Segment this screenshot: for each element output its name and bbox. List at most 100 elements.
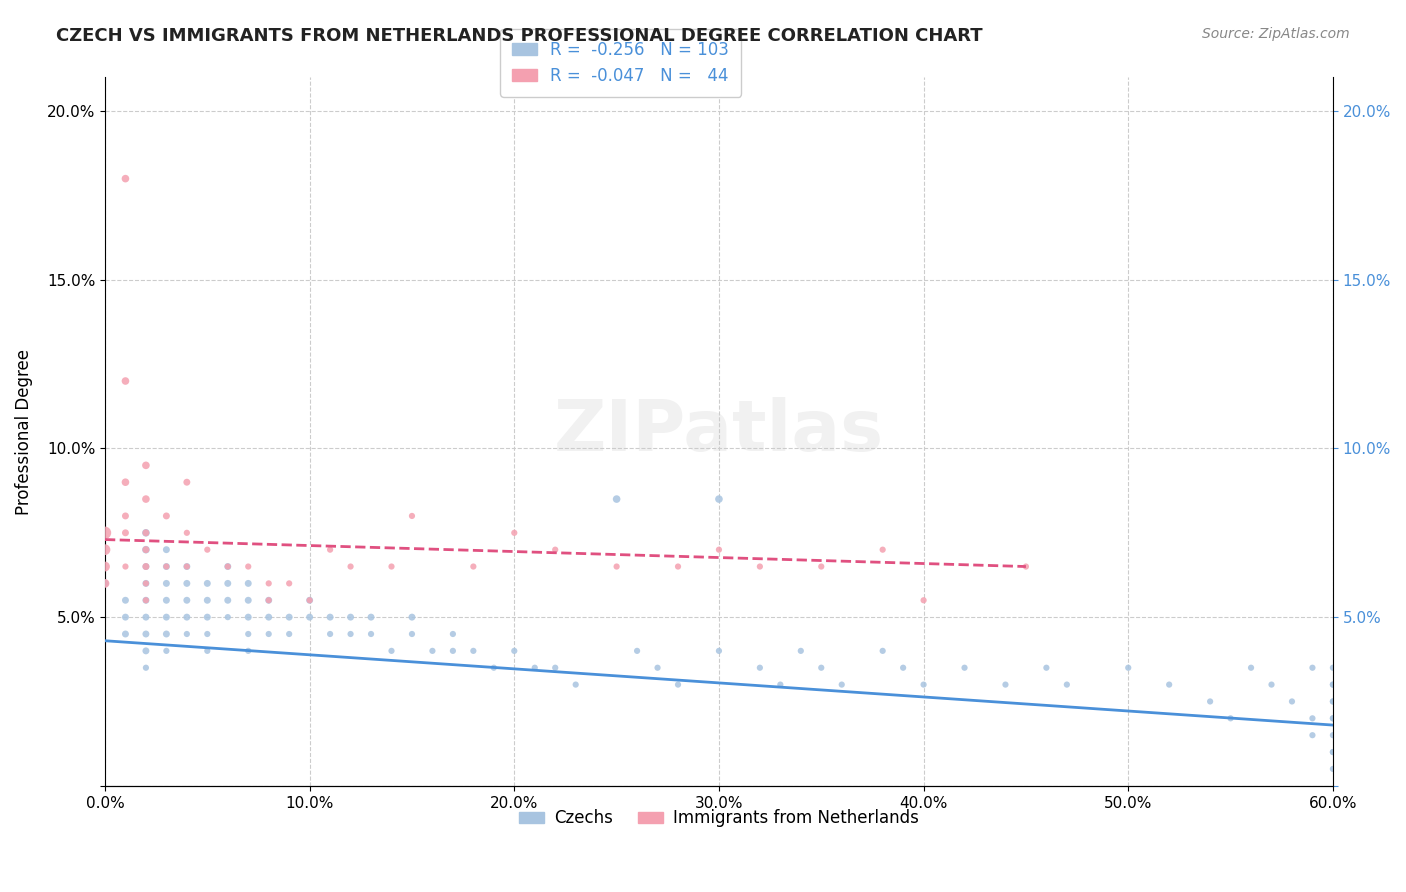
Point xyxy=(195,593,218,607)
Point xyxy=(1035,661,1057,675)
Point xyxy=(463,559,485,574)
Point xyxy=(1301,728,1323,742)
Point xyxy=(1322,711,1344,725)
Point xyxy=(319,627,342,641)
Point xyxy=(422,644,444,658)
Point xyxy=(114,374,136,388)
Point xyxy=(94,542,117,557)
Point xyxy=(195,576,218,591)
Point xyxy=(135,593,157,607)
Legend: Czechs, Immigrants from Netherlands: Czechs, Immigrants from Netherlands xyxy=(512,803,925,834)
Point xyxy=(339,610,361,624)
Point xyxy=(872,542,894,557)
Text: Source: ZipAtlas.com: Source: ZipAtlas.com xyxy=(1202,27,1350,41)
Point xyxy=(748,559,770,574)
Point xyxy=(1260,677,1282,691)
Point xyxy=(319,610,342,624)
Point xyxy=(135,542,157,557)
Point xyxy=(195,627,218,641)
Point xyxy=(135,559,157,574)
Point xyxy=(114,508,136,523)
Point xyxy=(155,627,177,641)
Point xyxy=(748,661,770,675)
Point xyxy=(298,610,321,624)
Point xyxy=(1322,677,1344,691)
Text: CZECH VS IMMIGRANTS FROM NETHERLANDS PROFESSIONAL DEGREE CORRELATION CHART: CZECH VS IMMIGRANTS FROM NETHERLANDS PRO… xyxy=(56,27,983,45)
Point xyxy=(912,593,935,607)
Point xyxy=(482,661,505,675)
Point xyxy=(1240,661,1263,675)
Point xyxy=(278,627,301,641)
Point xyxy=(238,644,260,658)
Point xyxy=(155,559,177,574)
Point xyxy=(339,559,361,574)
Point xyxy=(114,610,136,624)
Point xyxy=(176,559,198,574)
Point xyxy=(217,559,239,574)
Point xyxy=(523,661,546,675)
Point xyxy=(176,610,198,624)
Point xyxy=(114,559,136,574)
Point xyxy=(217,593,239,607)
Point xyxy=(1159,677,1181,691)
Point xyxy=(380,559,402,574)
Point xyxy=(238,627,260,641)
Point xyxy=(278,610,301,624)
Point xyxy=(1322,728,1344,742)
Point xyxy=(135,661,157,675)
Point xyxy=(1322,711,1344,725)
Point xyxy=(135,644,157,658)
Point xyxy=(195,542,218,557)
Point xyxy=(1322,745,1344,759)
Point xyxy=(257,576,280,591)
Point xyxy=(666,677,689,691)
Point xyxy=(94,559,117,574)
Point xyxy=(176,475,198,490)
Point xyxy=(135,458,157,473)
Point xyxy=(94,576,117,591)
Point xyxy=(135,610,157,624)
Point xyxy=(769,677,792,691)
Text: ZIPatlas: ZIPatlas xyxy=(554,397,884,467)
Point xyxy=(135,492,157,507)
Point xyxy=(135,559,157,574)
Point xyxy=(195,644,218,658)
Point xyxy=(441,644,464,658)
Point xyxy=(360,610,382,624)
Point xyxy=(1322,694,1344,708)
Point xyxy=(135,542,157,557)
Point xyxy=(1056,677,1078,691)
Point xyxy=(1219,711,1241,725)
Point xyxy=(155,576,177,591)
Point xyxy=(503,525,526,540)
Point xyxy=(217,576,239,591)
Point xyxy=(238,610,260,624)
Point xyxy=(94,525,117,540)
Point xyxy=(257,610,280,624)
Point xyxy=(441,627,464,641)
Point xyxy=(135,593,157,607)
Point xyxy=(339,627,361,641)
Point xyxy=(564,677,586,691)
Point xyxy=(891,661,914,675)
Point xyxy=(606,492,628,507)
Point xyxy=(1322,694,1344,708)
Point xyxy=(1301,711,1323,725)
Point xyxy=(135,576,157,591)
Point xyxy=(626,644,648,658)
Point xyxy=(195,610,218,624)
Point xyxy=(257,593,280,607)
Point xyxy=(319,542,342,557)
Point xyxy=(135,627,157,641)
Point xyxy=(298,593,321,607)
Point xyxy=(114,593,136,607)
Point xyxy=(176,525,198,540)
Point xyxy=(155,542,177,557)
Point xyxy=(135,576,157,591)
Point xyxy=(155,644,177,658)
Point xyxy=(1116,661,1139,675)
Point xyxy=(790,644,813,658)
Point xyxy=(1322,762,1344,776)
Point xyxy=(114,627,136,641)
Point xyxy=(257,627,280,641)
